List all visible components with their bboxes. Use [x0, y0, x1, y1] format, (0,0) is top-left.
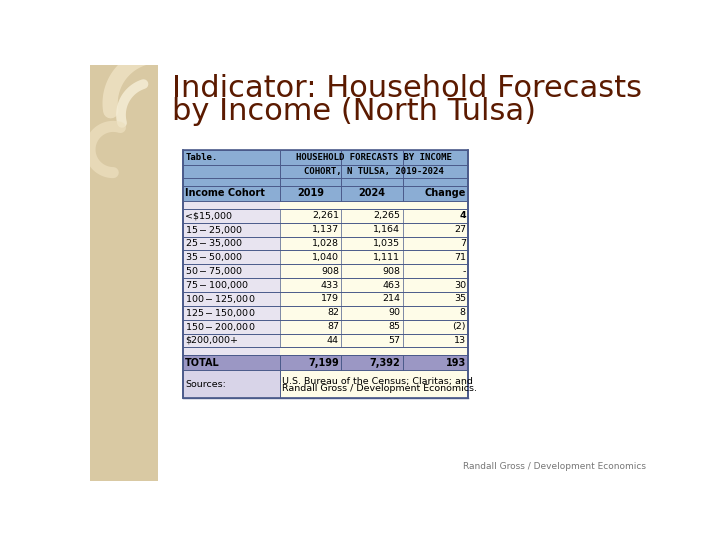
- Bar: [280, 209, 468, 222]
- Text: 433: 433: [320, 280, 339, 289]
- Text: 82: 82: [327, 308, 339, 317]
- Text: 85: 85: [388, 322, 400, 331]
- Bar: [183, 306, 280, 320]
- Bar: [183, 334, 280, 347]
- Text: $25-$35,000: $25-$35,000: [185, 238, 243, 249]
- Text: Sources:: Sources:: [185, 380, 226, 389]
- Text: (2): (2): [452, 322, 466, 331]
- Bar: [183, 186, 468, 201]
- Bar: [183, 251, 280, 264]
- Text: 13: 13: [454, 336, 466, 345]
- Bar: [183, 201, 280, 209]
- Text: Randall Gross / Development Economics.: Randall Gross / Development Economics.: [282, 384, 477, 393]
- Text: $35-$50,000: $35-$50,000: [185, 251, 243, 264]
- Bar: [183, 320, 280, 334]
- Bar: [280, 237, 468, 251]
- Text: $150-$200,000: $150-$200,000: [185, 321, 256, 333]
- Text: 7,199: 7,199: [308, 358, 339, 368]
- Text: 87: 87: [327, 322, 339, 331]
- Bar: [183, 237, 280, 251]
- Bar: [183, 165, 468, 178]
- Text: $50-$75,000: $50-$75,000: [185, 265, 243, 277]
- Bar: [280, 306, 468, 320]
- Bar: [280, 222, 468, 237]
- Text: Randall Gross / Development Economics: Randall Gross / Development Economics: [464, 462, 647, 471]
- Text: 2024: 2024: [359, 188, 385, 198]
- Text: 1,111: 1,111: [373, 253, 400, 262]
- Text: 1,164: 1,164: [373, 225, 400, 234]
- Bar: [183, 178, 468, 186]
- Text: 1,035: 1,035: [373, 239, 400, 248]
- Text: 57: 57: [388, 336, 400, 345]
- Bar: [280, 292, 468, 306]
- Bar: [183, 278, 280, 292]
- Text: 30: 30: [454, 280, 466, 289]
- Text: 71: 71: [454, 253, 466, 262]
- Bar: [280, 347, 468, 355]
- Text: 90: 90: [388, 308, 400, 317]
- Bar: [183, 347, 280, 355]
- Text: -: -: [462, 267, 466, 275]
- Bar: [280, 251, 468, 264]
- Text: $100-$125,000: $100-$125,000: [185, 293, 256, 305]
- Text: 7,392: 7,392: [369, 358, 400, 368]
- Bar: [280, 201, 468, 209]
- Text: 908: 908: [321, 267, 339, 275]
- Text: 908: 908: [382, 267, 400, 275]
- Bar: [183, 209, 280, 222]
- Text: COHORT, N TULSA, 2019-2024: COHORT, N TULSA, 2019-2024: [305, 167, 444, 176]
- Text: 2019: 2019: [297, 188, 324, 198]
- Text: HOUSEHOLD FORECASTS BY INCOME: HOUSEHOLD FORECASTS BY INCOME: [296, 153, 452, 161]
- Text: 27: 27: [454, 225, 466, 234]
- Text: 44: 44: [327, 336, 339, 345]
- Text: 2,265: 2,265: [373, 211, 400, 220]
- Text: <$15,000: <$15,000: [185, 211, 233, 220]
- Bar: [90, 65, 158, 481]
- Bar: [183, 222, 280, 237]
- Text: Change: Change: [425, 188, 466, 198]
- Bar: [183, 150, 468, 165]
- Text: by Income (North Tulsa): by Income (North Tulsa): [172, 97, 536, 126]
- Bar: [183, 150, 468, 398]
- Text: $15-$25,000: $15-$25,000: [185, 224, 243, 235]
- Text: 214: 214: [382, 294, 400, 303]
- Bar: [183, 264, 280, 278]
- Bar: [183, 370, 280, 398]
- Text: $75-$100,000: $75-$100,000: [185, 279, 250, 291]
- Bar: [183, 292, 280, 306]
- Text: 193: 193: [446, 358, 466, 368]
- Text: 2,261: 2,261: [312, 211, 339, 220]
- Text: 463: 463: [382, 280, 400, 289]
- Text: U.S. Bureau of the Census; Claritas; and: U.S. Bureau of the Census; Claritas; and: [282, 377, 473, 386]
- Bar: [280, 320, 468, 334]
- Bar: [280, 370, 468, 398]
- Text: $200,000+: $200,000+: [185, 336, 238, 345]
- Text: 4: 4: [459, 211, 466, 220]
- Bar: [280, 278, 468, 292]
- Text: 179: 179: [321, 294, 339, 303]
- Text: $125-$150,000: $125-$150,000: [185, 307, 256, 319]
- Text: TOTAL: TOTAL: [185, 358, 220, 368]
- Text: 7: 7: [460, 239, 466, 248]
- Bar: [183, 355, 468, 370]
- Text: 1,040: 1,040: [312, 253, 339, 262]
- Text: Indicator: Household Forecasts: Indicator: Household Forecasts: [172, 74, 642, 103]
- Text: 1,137: 1,137: [312, 225, 339, 234]
- Text: Income Cohort: Income Cohort: [185, 188, 265, 198]
- Bar: [280, 334, 468, 347]
- Bar: [280, 264, 468, 278]
- Text: Table.: Table.: [186, 153, 218, 161]
- Text: 1,028: 1,028: [312, 239, 339, 248]
- Text: 35: 35: [454, 294, 466, 303]
- Text: 8: 8: [460, 308, 466, 317]
